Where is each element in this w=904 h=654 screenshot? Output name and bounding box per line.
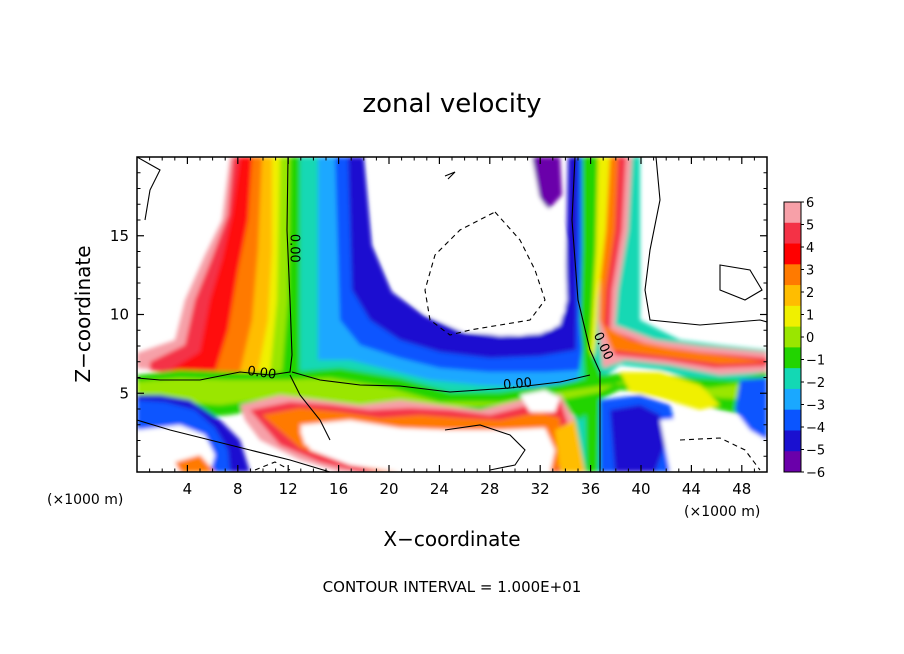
- y-tick-label: 10: [110, 306, 129, 324]
- colorbar-swatch: [784, 243, 801, 265]
- contour-interval-note: CONTOUR INTERVAL = 1.000E+01: [323, 578, 582, 596]
- colorbar-swatch: [784, 264, 801, 286]
- x-tick-label: 32: [531, 480, 550, 498]
- x-tick-label: 44: [682, 480, 701, 498]
- colorbar-swatch: [784, 451, 801, 473]
- contour-lines-negative: [254, 211, 761, 471]
- colorbar-swatch: [784, 305, 801, 328]
- colorbar-label: −3: [806, 399, 825, 414]
- x-axis: 4 8 12 16 20 24 28 32 36 40 44 48: [149, 157, 755, 498]
- colorbar-label: −5: [806, 444, 825, 459]
- colorbar-label: −4: [806, 421, 825, 436]
- x-tick-label: 36: [581, 480, 600, 498]
- colorbar-label: 4: [806, 241, 814, 256]
- x-unit-right: (×1000 m): [684, 504, 760, 520]
- colorbar-swatch: [784, 222, 801, 245]
- x-tick-label: 28: [480, 480, 499, 498]
- colorbar-label: 6: [806, 196, 814, 211]
- x-tick-label: 40: [631, 480, 650, 498]
- y-axis-label: Z−coordinate: [71, 245, 95, 382]
- x-unit-left: (×1000 m): [47, 492, 123, 508]
- x-tick-label: 4: [183, 480, 193, 498]
- colorbar-swatch: [784, 409, 801, 431]
- plot-area: 0.000.000.000.00: [137, 157, 767, 472]
- x-tick-label: 8: [233, 480, 243, 498]
- colorbar-label: 2: [806, 286, 814, 301]
- x-tick-label: 20: [379, 480, 398, 498]
- colorbar: 6 5 4 3 2 1 0 −1 −2 −3 −4 −5 −6: [783, 196, 825, 481]
- colorbar-label: 1: [806, 309, 814, 324]
- colorbar-label: 0: [806, 331, 814, 346]
- y-tick-label: 5: [119, 384, 129, 402]
- contour-label-group: 0.00: [502, 376, 532, 393]
- colorbar-swatch: [784, 430, 801, 452]
- contour-label: 0.00: [502, 376, 532, 393]
- x-tick-label: 24: [430, 480, 449, 498]
- contour-label-group: 0.00: [287, 234, 302, 263]
- contour-label: 0.00: [246, 364, 277, 383]
- colorbar-swatch: [784, 326, 801, 348]
- colorbar-label: −1: [806, 354, 825, 369]
- colorbar-swatch: [784, 285, 801, 307]
- x-axis-label: X−coordinate: [383, 527, 520, 551]
- y-tick-label: 15: [110, 227, 129, 245]
- colorbar-label: 5: [806, 219, 814, 234]
- contour-lines: [137, 157, 767, 472]
- x-tick-label: 16: [329, 480, 348, 498]
- colorbar-label: 3: [806, 264, 814, 279]
- colorbar-label: −6: [806, 466, 825, 481]
- colorbar-swatch: [784, 202, 801, 224]
- colorbar-swatch: [784, 388, 801, 411]
- colorbar-swatch: [784, 347, 801, 369]
- chart-title: zonal velocity: [362, 89, 541, 119]
- velocity-field: [137, 157, 767, 472]
- colorbar-label: −2: [806, 376, 825, 391]
- contour-label-group: 0.00: [246, 364, 277, 383]
- y-axis: 5 10 15: [110, 172, 767, 457]
- contour-label: 0.00: [287, 234, 302, 263]
- x-tick-label: 48: [732, 480, 751, 498]
- x-tick-label: 12: [279, 480, 298, 498]
- colorbar-swatch: [784, 368, 801, 390]
